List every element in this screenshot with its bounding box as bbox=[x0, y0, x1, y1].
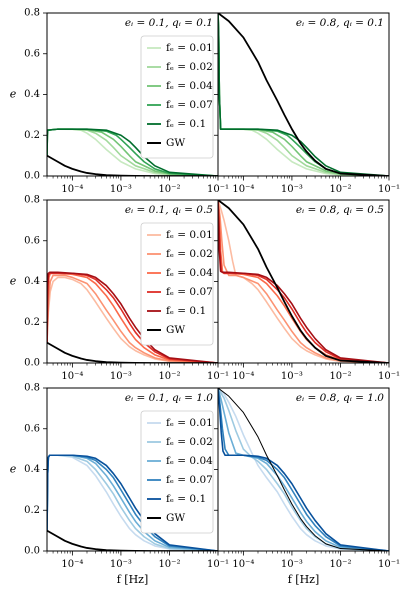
x-tick-label: 10⁻¹ bbox=[378, 371, 400, 382]
legend-entry: fₑ = 0.1 bbox=[166, 305, 206, 317]
y-tick-label: 0.6 bbox=[24, 48, 40, 59]
series-line-f0_01 bbox=[47, 276, 218, 363]
legend: fₑ = 0.01 fₑ = 0.02 fₑ = 0.04 fₑ = 0.07 fₑ =… bbox=[140, 410, 214, 534]
panel-annotation: eᵢ = 0.8, qᵢ = 1.0 bbox=[296, 392, 384, 404]
series-line-f0_07 bbox=[47, 272, 218, 363]
axes-frame bbox=[217, 199, 390, 364]
x-tick-label: 10⁻¹ bbox=[207, 559, 229, 570]
series-line-f0_1 bbox=[218, 13, 389, 176]
y-axis-label: e bbox=[10, 463, 17, 476]
x-tick-label: 10⁻² bbox=[329, 371, 351, 382]
panel-annotation: eᵢ = 0.1, qᵢ = 0.1 bbox=[125, 17, 213, 29]
x-tick-label: 10⁻⁴ bbox=[232, 184, 254, 195]
series-line-f0_02 bbox=[47, 274, 218, 363]
legend-entry: GW bbox=[166, 512, 185, 524]
legend-entry: fₑ = 0.1 bbox=[166, 118, 206, 130]
axes-frame bbox=[217, 12, 390, 177]
y-tick-label: 0.0 bbox=[24, 358, 40, 369]
x-tick-label: 10⁻⁴ bbox=[61, 371, 83, 382]
legend: fₑ = 0.01 fₑ = 0.02 fₑ = 0.04 fₑ = 0.07 fₑ =… bbox=[140, 35, 214, 159]
y-tick-label: 0.8 bbox=[24, 8, 40, 19]
series-line-f0_04 bbox=[47, 272, 218, 363]
legend-entry: GW bbox=[166, 137, 185, 149]
x-tick-label: 10⁻⁴ bbox=[61, 184, 83, 195]
x-tick-label: 10⁻¹ bbox=[378, 184, 400, 195]
x-tick-label: 10⁻¹ bbox=[207, 371, 229, 382]
panel-annotation: eᵢ = 0.8, qᵢ = 0.1 bbox=[296, 17, 384, 29]
legend-entry: fₑ = 0.04 bbox=[166, 80, 213, 92]
y-tick-label: 0.6 bbox=[24, 423, 40, 434]
series-line-f0_1 bbox=[218, 388, 389, 551]
y-tick-label: 0.4 bbox=[24, 89, 40, 100]
legend-entry: fₑ = 0.07 bbox=[166, 474, 213, 486]
y-tick-label: 0.0 bbox=[24, 546, 40, 557]
x-tick-label: 10⁻⁴ bbox=[232, 559, 254, 570]
y-tick-label: 0.8 bbox=[24, 383, 40, 394]
x-axis-label: f [Hz] bbox=[117, 573, 149, 586]
x-tick-label: 10⁻³ bbox=[110, 184, 132, 195]
y-tick-label: 0.8 bbox=[24, 195, 40, 206]
legend-entry: GW bbox=[166, 324, 185, 336]
panel-annotation: eᵢ = 0.1, qᵢ = 1.0 bbox=[125, 392, 213, 404]
legend-entry: fₑ = 0.07 bbox=[166, 286, 213, 298]
x-tick-label: 10⁻² bbox=[158, 184, 180, 195]
legend-entry: fₑ = 0.01 bbox=[166, 417, 213, 429]
legend-entry: fₑ = 0.07 bbox=[166, 99, 213, 111]
x-tick-label: 10⁻³ bbox=[281, 371, 303, 382]
x-tick-label: 10⁻² bbox=[329, 559, 351, 570]
legend-entry: fₑ = 0.04 bbox=[166, 267, 213, 279]
x-tick-label: 10⁻¹ bbox=[207, 184, 229, 195]
legend-entry: fₑ = 0.02 bbox=[166, 436, 213, 448]
panel-annotation: eᵢ = 0.8, qᵢ = 0.5 bbox=[296, 204, 384, 216]
y-tick-label: 0.0 bbox=[24, 171, 40, 182]
legend-entry: fₑ = 0.01 bbox=[166, 229, 213, 241]
x-tick-label: 10⁻³ bbox=[281, 559, 303, 570]
series-line-GW bbox=[218, 13, 389, 176]
x-tick-label: 10⁻¹ bbox=[378, 559, 400, 570]
x-tick-label: 10⁻³ bbox=[110, 371, 132, 382]
legend-entry: fₑ = 0.02 bbox=[166, 248, 213, 260]
panel-1-1: 10⁻⁴ 10⁻³ 10⁻² 10⁻¹ eᵢ = 0.8, qᵢ = 0.5 bbox=[214, 199, 400, 382]
series-line-GW bbox=[218, 200, 389, 363]
legend: fₑ = 0.01 fₑ = 0.02 fₑ = 0.04 fₑ = 0.07 fₑ =… bbox=[140, 222, 214, 346]
legend-entry: fₑ = 0.04 bbox=[166, 455, 213, 467]
y-tick-label: 0.2 bbox=[24, 130, 40, 141]
legend-entry: fₑ = 0.02 bbox=[166, 61, 213, 73]
panel-0-1: 10⁻⁴ 10⁻³ 10⁻² 10⁻¹ eᵢ = 0.8, qᵢ = 0.1 bbox=[214, 12, 400, 195]
x-tick-label: 10⁻² bbox=[329, 184, 351, 195]
panel-0-0: 10⁻⁴ 10⁻³ 10⁻² 10⁻¹ 0.0 0.2 0.4 0.6 0.8 eᵢ = 0.1,… bbox=[24, 8, 229, 196]
series-line-f0_07 bbox=[218, 388, 389, 551]
series-line-GW bbox=[218, 388, 389, 551]
x-tick-label: 10⁻³ bbox=[110, 559, 132, 570]
legend-entry: fₑ = 0.01 bbox=[166, 42, 213, 54]
series-line-f0_1 bbox=[47, 128, 218, 176]
series-line-f0_01 bbox=[218, 200, 389, 363]
y-tick-label: 0.4 bbox=[24, 464, 40, 475]
axes-frame bbox=[217, 387, 390, 552]
series-line-f0_02 bbox=[218, 388, 389, 551]
series-line-f0_1 bbox=[218, 200, 389, 363]
y-tick-label: 0.6 bbox=[24, 235, 40, 246]
x-tick-label: 10⁻² bbox=[158, 559, 180, 570]
panel-2-0: 10⁻⁴ 10⁻³ 10⁻² 10⁻¹ 0.0 0.2 0.4 0.6 0.8 eᵢ = 0.1,… bbox=[24, 383, 229, 571]
series-line-f0_01 bbox=[218, 388, 389, 551]
x-axis-label: f [Hz] bbox=[288, 573, 320, 586]
x-tick-label: 10⁻⁴ bbox=[61, 559, 83, 570]
panel-2-1: 10⁻⁴ 10⁻³ 10⁻² 10⁻¹ eᵢ = 0.8, qᵢ = 1.0 bbox=[214, 387, 400, 570]
y-tick-label: 0.4 bbox=[24, 276, 40, 287]
y-tick-label: 0.2 bbox=[24, 317, 40, 328]
y-axis-label: e bbox=[10, 88, 17, 101]
y-tick-label: 0.2 bbox=[24, 505, 40, 516]
panel-annotation: eᵢ = 0.1, qᵢ = 0.5 bbox=[125, 204, 213, 216]
x-tick-label: 10⁻² bbox=[158, 371, 180, 382]
y-axis-label: e bbox=[10, 275, 17, 288]
x-tick-label: 10⁻⁴ bbox=[232, 371, 254, 382]
x-tick-label: 10⁻³ bbox=[281, 184, 303, 195]
panel-1-0: 10⁻⁴ 10⁻³ 10⁻² 10⁻¹ 0.0 0.2 0.4 0.6 0.8 eᵢ = 0.1,… bbox=[24, 195, 229, 383]
legend-entry: fₑ = 0.1 bbox=[166, 493, 206, 505]
series-line-f0_02 bbox=[218, 200, 389, 363]
